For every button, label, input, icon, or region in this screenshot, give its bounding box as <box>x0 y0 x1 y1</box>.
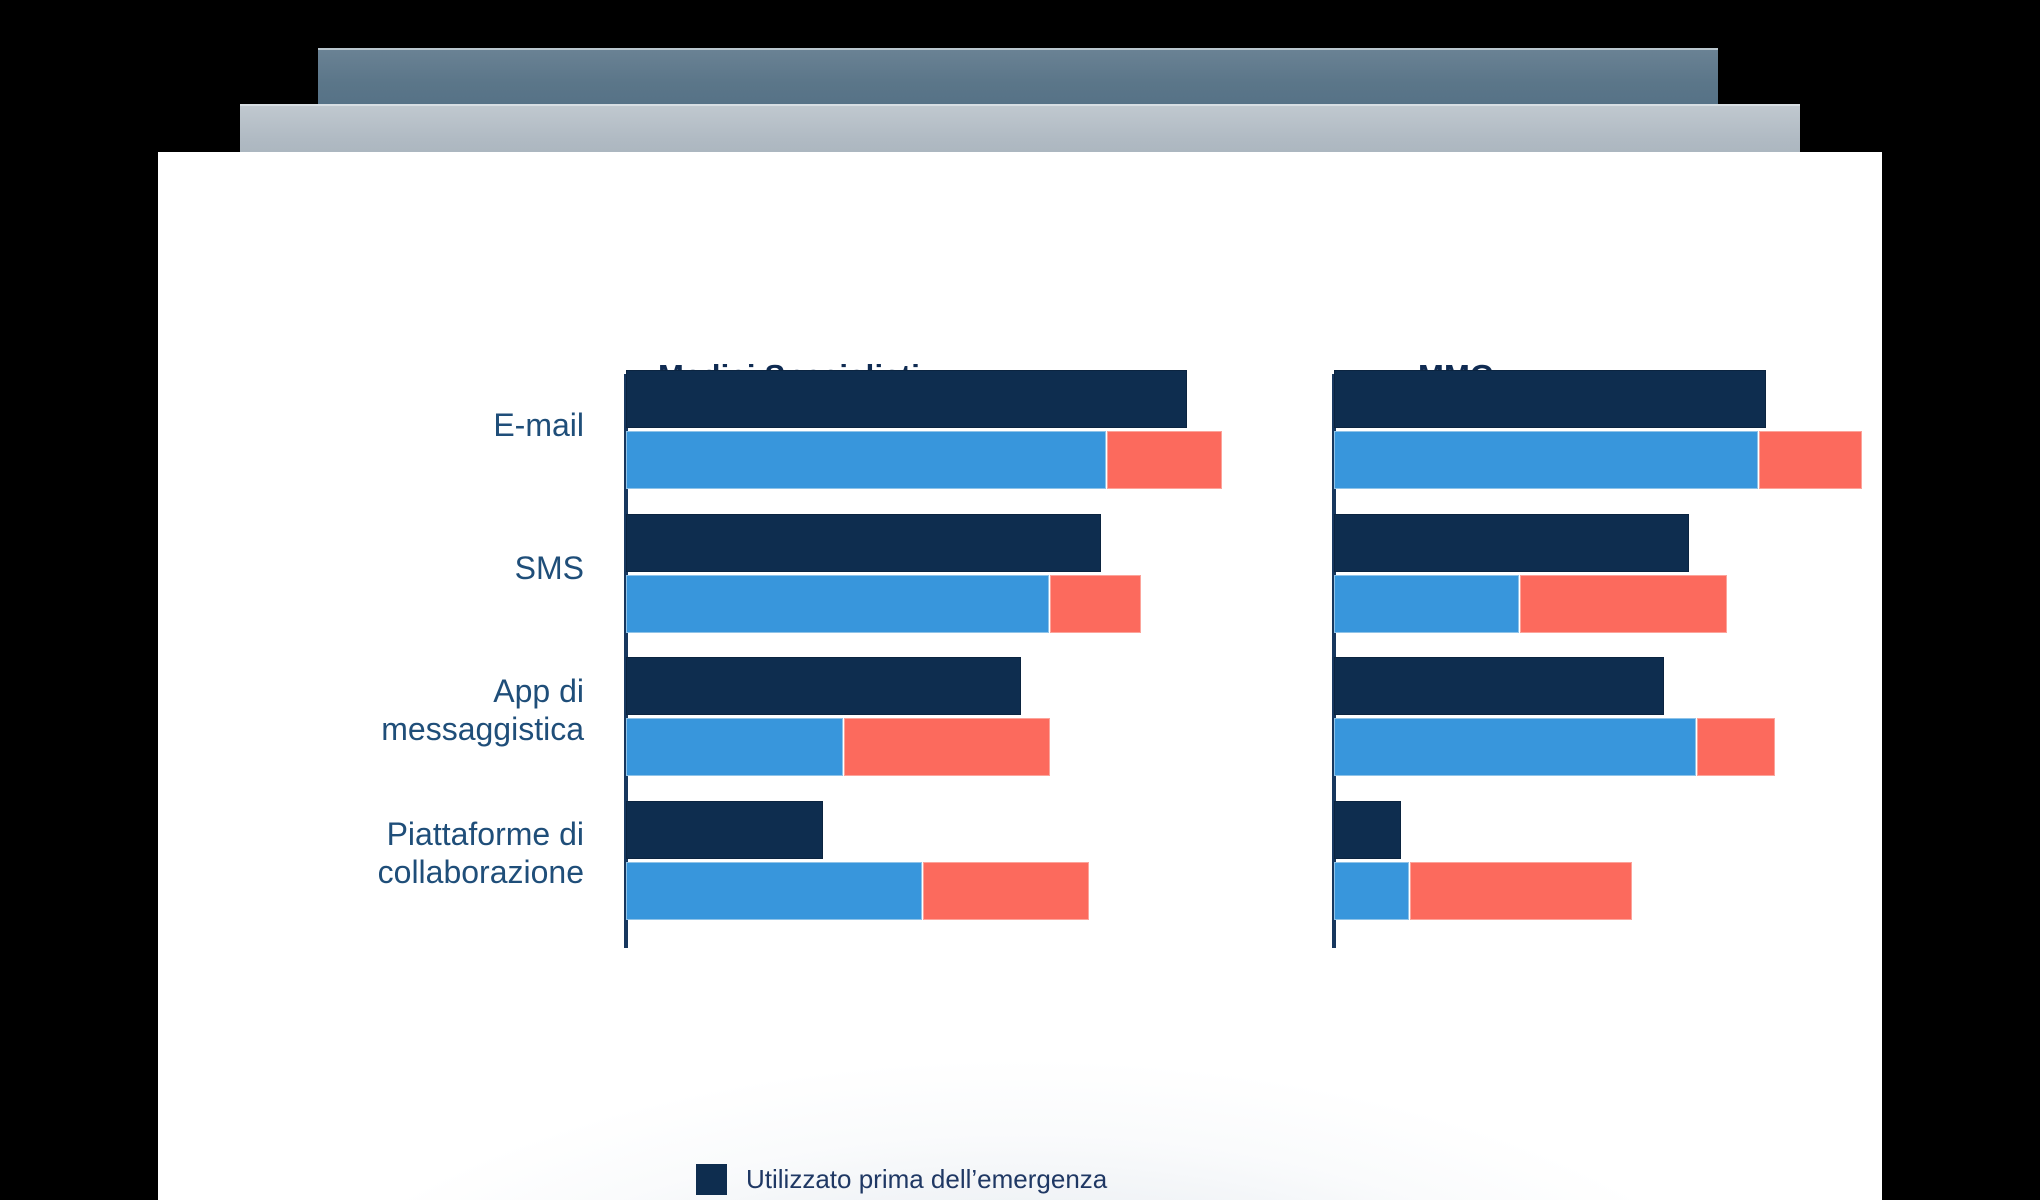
category-label-line1: App di <box>493 673 584 709</box>
chart-legend: Utilizzato prima dell’emergenza Molto ut… <box>696 1157 1162 1200</box>
mmg-bar-prima-piattaforme-di-collaborazione <box>1334 800 1401 859</box>
ms-bar-molto-app-di-messaggistica <box>626 718 843 776</box>
ms-bar-molto-sms <box>626 574 1049 633</box>
grouped-bar-chart: Medici Specialisti MMG E-mail SMS App di… <box>158 152 1882 1200</box>
category-label-app-di-messaggistica: App di messaggistica <box>184 672 584 748</box>
mmg-bar-prima-sms <box>1334 513 1689 572</box>
category-axis-labels: E-mail SMS App di messaggistica Piattafo… <box>158 374 608 948</box>
category-label-sms: SMS <box>184 549 584 587</box>
category-label-line1: E-mail <box>493 407 584 443</box>
decorative-card-top <box>318 48 1718 110</box>
ms-bar-prima-piattaforme-di-collaborazione <box>626 800 823 859</box>
ms-bar-poco-piattaforme-di-collaborazione <box>923 861 1089 920</box>
category-label-line1: Piattaforme di <box>386 816 584 852</box>
mmg-bar-poco-e-mail <box>1759 431 1862 489</box>
legend-item-utilizzato-prima[interactable]: Utilizzato prima dell’emergenza <box>696 1157 1162 1200</box>
category-label-line2: collaborazione <box>377 854 584 890</box>
mmg-bar-prima-e-mail <box>1334 370 1766 428</box>
category-label-line2: messaggistica <box>381 711 584 747</box>
category-label-line1: SMS <box>514 550 584 586</box>
category-label-piattaforme-di-collaborazione: Piattaforme di collaborazione <box>184 815 584 891</box>
legend-label: Utilizzato prima dell’emergenza <box>746 1164 1108 1194</box>
mmg-bar-molto-app-di-messaggistica <box>1334 718 1696 776</box>
mmg-bar-poco-piattaforme-di-collaborazione <box>1410 861 1632 920</box>
ms-bar-poco-app-di-messaggistica <box>844 718 1050 776</box>
ms-bar-poco-sms <box>1050 574 1141 633</box>
ms-bar-prima-e-mail <box>626 370 1187 428</box>
legend-swatch-navy-icon <box>696 1164 727 1195</box>
slide-card: Medici Specialisti MMG E-mail SMS App di… <box>158 152 1882 1200</box>
mmg-bar-molto-piattaforme-di-collaborazione <box>1334 861 1409 920</box>
mmg-bar-prima-app-di-messaggistica <box>1334 657 1664 715</box>
mmg-bar-poco-app-di-messaggistica <box>1697 718 1775 776</box>
mmg-bar-molto-e-mail <box>1334 431 1758 489</box>
ms-bar-molto-e-mail <box>626 431 1106 489</box>
ms-bar-prima-app-di-messaggistica <box>626 657 1021 715</box>
ms-bar-poco-e-mail <box>1107 431 1222 489</box>
ms-bar-prima-sms <box>626 513 1101 572</box>
mmg-bar-poco-sms <box>1520 574 1727 633</box>
category-label-e-mail: E-mail <box>184 406 584 444</box>
ms-bar-molto-piattaforme-di-collaborazione <box>626 861 922 920</box>
mmg-bar-molto-sms <box>1334 574 1519 633</box>
